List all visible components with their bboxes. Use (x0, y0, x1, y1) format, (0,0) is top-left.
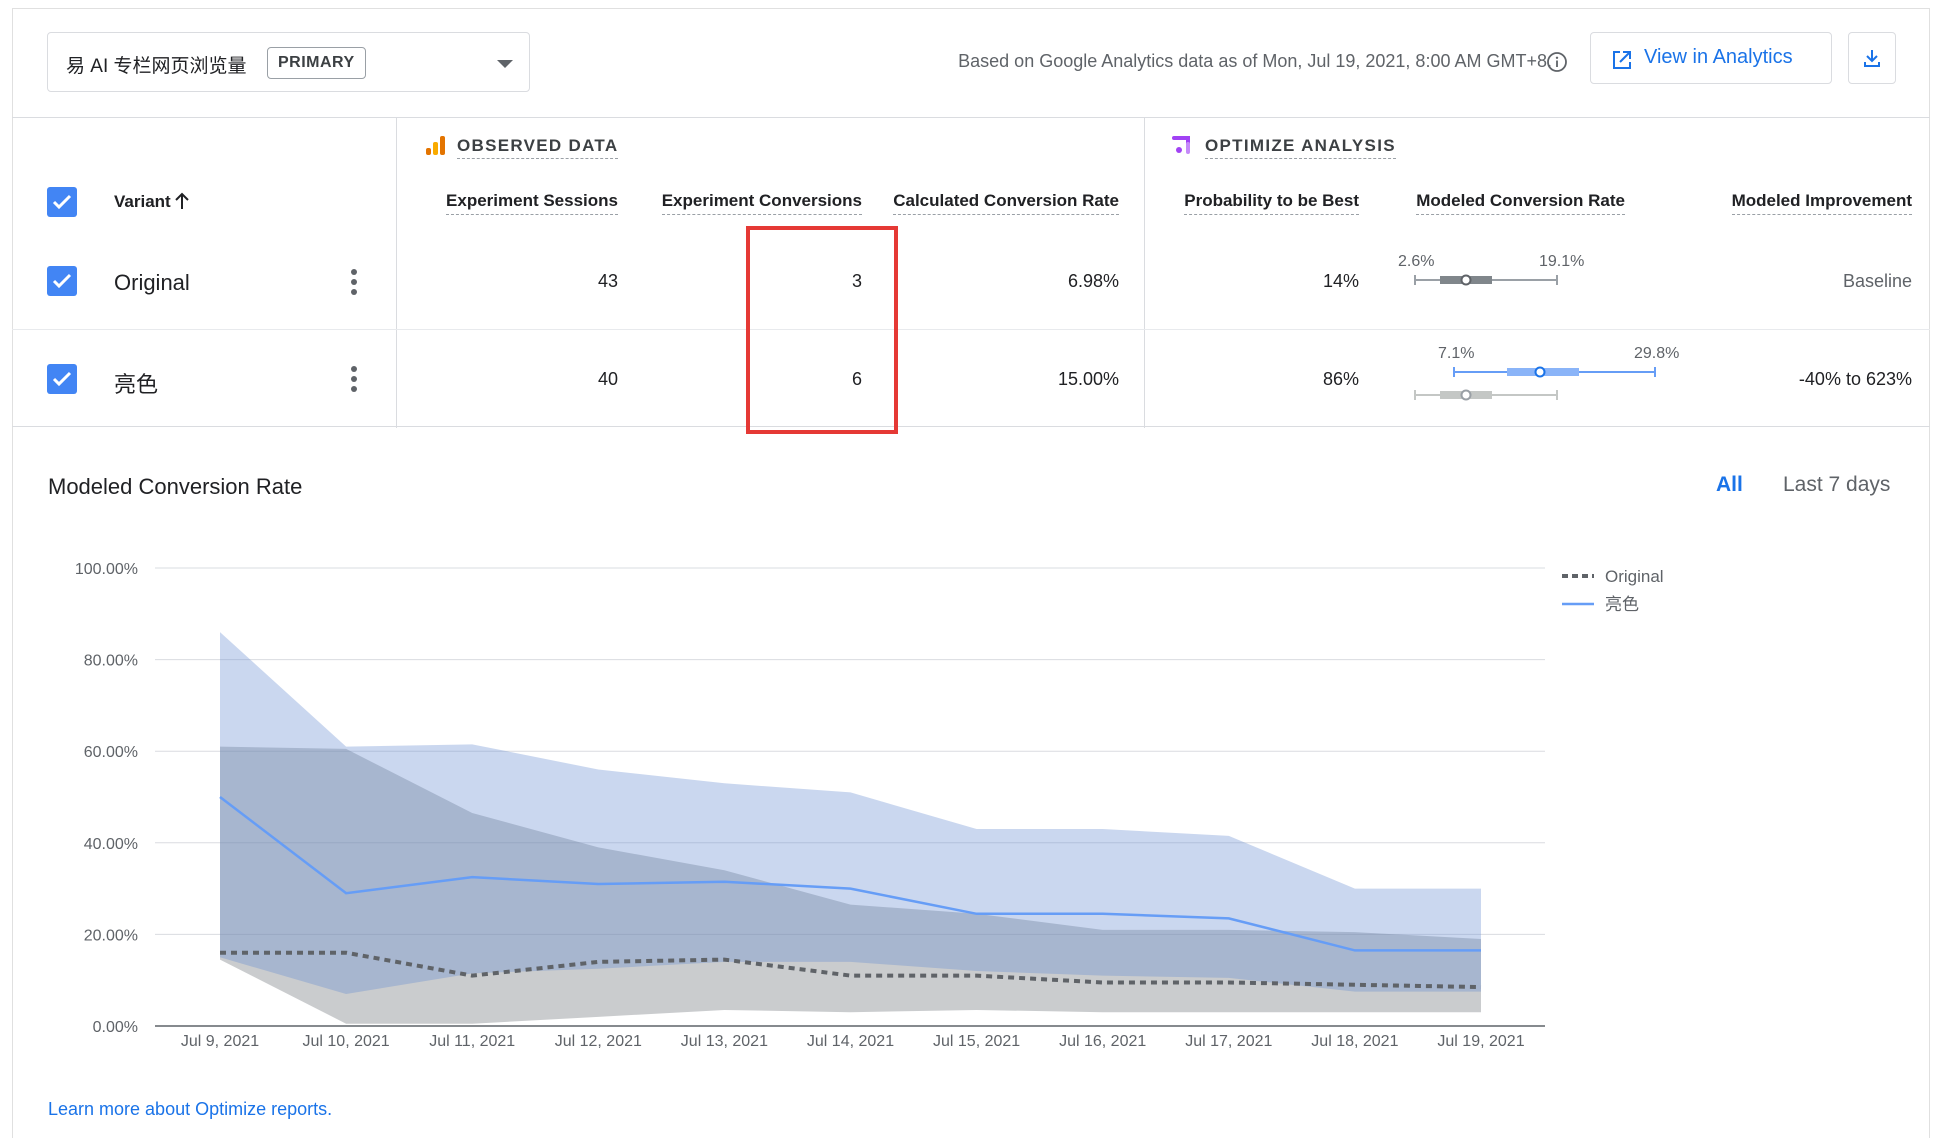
observed-data-heading: OBSERVED DATA (457, 136, 619, 159)
checkmark-icon (52, 273, 72, 289)
col-modeled-improvement[interactable]: Modeled Improvement (1731, 191, 1912, 215)
series-line (220, 950, 1482, 990)
variant-checkbox-bright[interactable] (47, 364, 77, 394)
optimize-icon (1172, 136, 1190, 154)
range-all-toggle[interactable]: All (1716, 473, 1743, 496)
y-tick-label: 20.00% (84, 927, 138, 944)
x-tick-label: Jul 10, 2021 (303, 1033, 390, 1050)
x-tick-label: Jul 12, 2021 (555, 1033, 642, 1050)
optimize-analysis-heading: OPTIMIZE ANALYSIS (1205, 136, 1396, 159)
x-tick-label: Jul 14, 2021 (807, 1033, 894, 1050)
col-modeled-conversion-rate[interactable]: Modeled Conversion Rate (1416, 191, 1625, 215)
column-divider (1144, 118, 1145, 428)
y-tick-label: 40.00% (84, 836, 138, 853)
x-tick-label: Jul 15, 2021 (933, 1033, 1020, 1050)
caret-down-icon[interactable] (497, 60, 513, 68)
column-divider (396, 118, 397, 428)
conversions-value: 3 (851, 271, 862, 291)
y-tick-label: 60.00% (84, 744, 138, 761)
variant-column-header[interactable]: Variant (114, 192, 171, 211)
conversions-value: 6 (851, 369, 862, 389)
analytics-icon (426, 136, 445, 155)
legend-label: Original (1605, 567, 1664, 586)
y-tick-label: 100.00% (75, 561, 138, 578)
sessions-value: 43 (597, 271, 618, 291)
chart-title: Modeled Conversion Rate (48, 474, 303, 499)
more-vert-icon[interactable] (351, 366, 357, 396)
confidence-band (220, 746, 1481, 1024)
sort-ascending-icon[interactable] (174, 191, 190, 211)
x-tick-label: Jul 19, 2021 (1437, 1033, 1524, 1050)
ci-bar-original (1414, 274, 1558, 286)
y-tick-label: 80.00% (84, 653, 138, 670)
ci-low-label: 7.1% (1438, 345, 1475, 362)
x-tick-label: Jul 17, 2021 (1185, 1033, 1272, 1050)
col-calculated-conversion-rate[interactable]: Calculated Conversion Rate (893, 191, 1119, 215)
ci-low-label: 2.6% (1398, 253, 1435, 270)
sessions-value: 40 (597, 369, 618, 389)
variant-name: 亮色 (114, 372, 159, 397)
report-card (12, 8, 1930, 1138)
objective-selector[interactable]: 易 AI 专栏网页浏览量 PRIMARY (47, 32, 530, 92)
download-icon (1864, 50, 1880, 67)
prob-best-value: 14% (1322, 271, 1359, 291)
view-in-analytics-button[interactable]: View in Analytics (1590, 32, 1832, 84)
improvement-value: -40% to 623% (1798, 369, 1912, 389)
x-tick-label: Jul 18, 2021 (1311, 1033, 1398, 1050)
modeled-conversion-rate-chart: 0.00% 20.00% 40.00% 60.00% 80.00% 100.00% Jul … (75, 561, 1664, 1050)
series-line (219, 796, 1481, 952)
row-divider (12, 329, 1930, 330)
results-table: OBSERVED DATA OPTIMIZE ANALYSIS Variant … (12, 117, 1930, 428)
x-tick-label: Jul 9, 2021 (181, 1033, 259, 1050)
prob-best-value: 86% (1322, 369, 1359, 389)
confidence-band (220, 632, 1481, 994)
ci-high-label: 29.8% (1634, 345, 1680, 362)
objective-name: 易 AI 专栏网页浏览量 (66, 56, 247, 77)
primary-badge: PRIMARY (267, 47, 366, 79)
select-all-checkbox[interactable] (47, 187, 77, 217)
variant-name: Original (114, 270, 190, 295)
x-tick-label: Jul 16, 2021 (1059, 1033, 1146, 1050)
col-probability-to-be-best[interactable]: Probability to be Best (1184, 191, 1359, 215)
ci-bar-bright (1414, 366, 1656, 401)
y-tick-label: 0.00% (93, 1019, 138, 1036)
learn-more-link[interactable]: Learn more about Optimize reports. (48, 1099, 333, 1119)
col-experiment-sessions[interactable]: Experiment Sessions (446, 191, 618, 215)
more-vert-icon[interactable] (351, 269, 357, 299)
checkmark-icon (52, 194, 72, 210)
x-tick-label: Jul 11, 2021 (429, 1033, 515, 1050)
calc-rate-value: 6.98% (1067, 271, 1119, 291)
variant-checkbox-original[interactable] (47, 266, 77, 296)
conversions-highlight (746, 226, 898, 434)
view-in-analytics-label: View in Analytics (1644, 46, 1793, 68)
calc-rate-value: 15.00% (1057, 369, 1119, 389)
data-freshness-note: Based on Google Analytics data as of Mon… (958, 51, 1552, 71)
info-icon[interactable] (1546, 51, 1568, 73)
checkmark-icon (52, 371, 72, 387)
col-experiment-conversions[interactable]: Experiment Conversions (661, 191, 862, 215)
range-last-7-days-toggle[interactable]: Last 7 days (1783, 473, 1891, 496)
download-button[interactable] (1848, 32, 1896, 84)
legend-label: 亮色 (1605, 595, 1639, 614)
improvement-value: Baseline (1842, 271, 1912, 291)
open-in-new-icon (1613, 51, 1631, 69)
ci-high-label: 19.1% (1539, 253, 1585, 270)
x-tick-label: Jul 13, 2021 (681, 1033, 768, 1050)
